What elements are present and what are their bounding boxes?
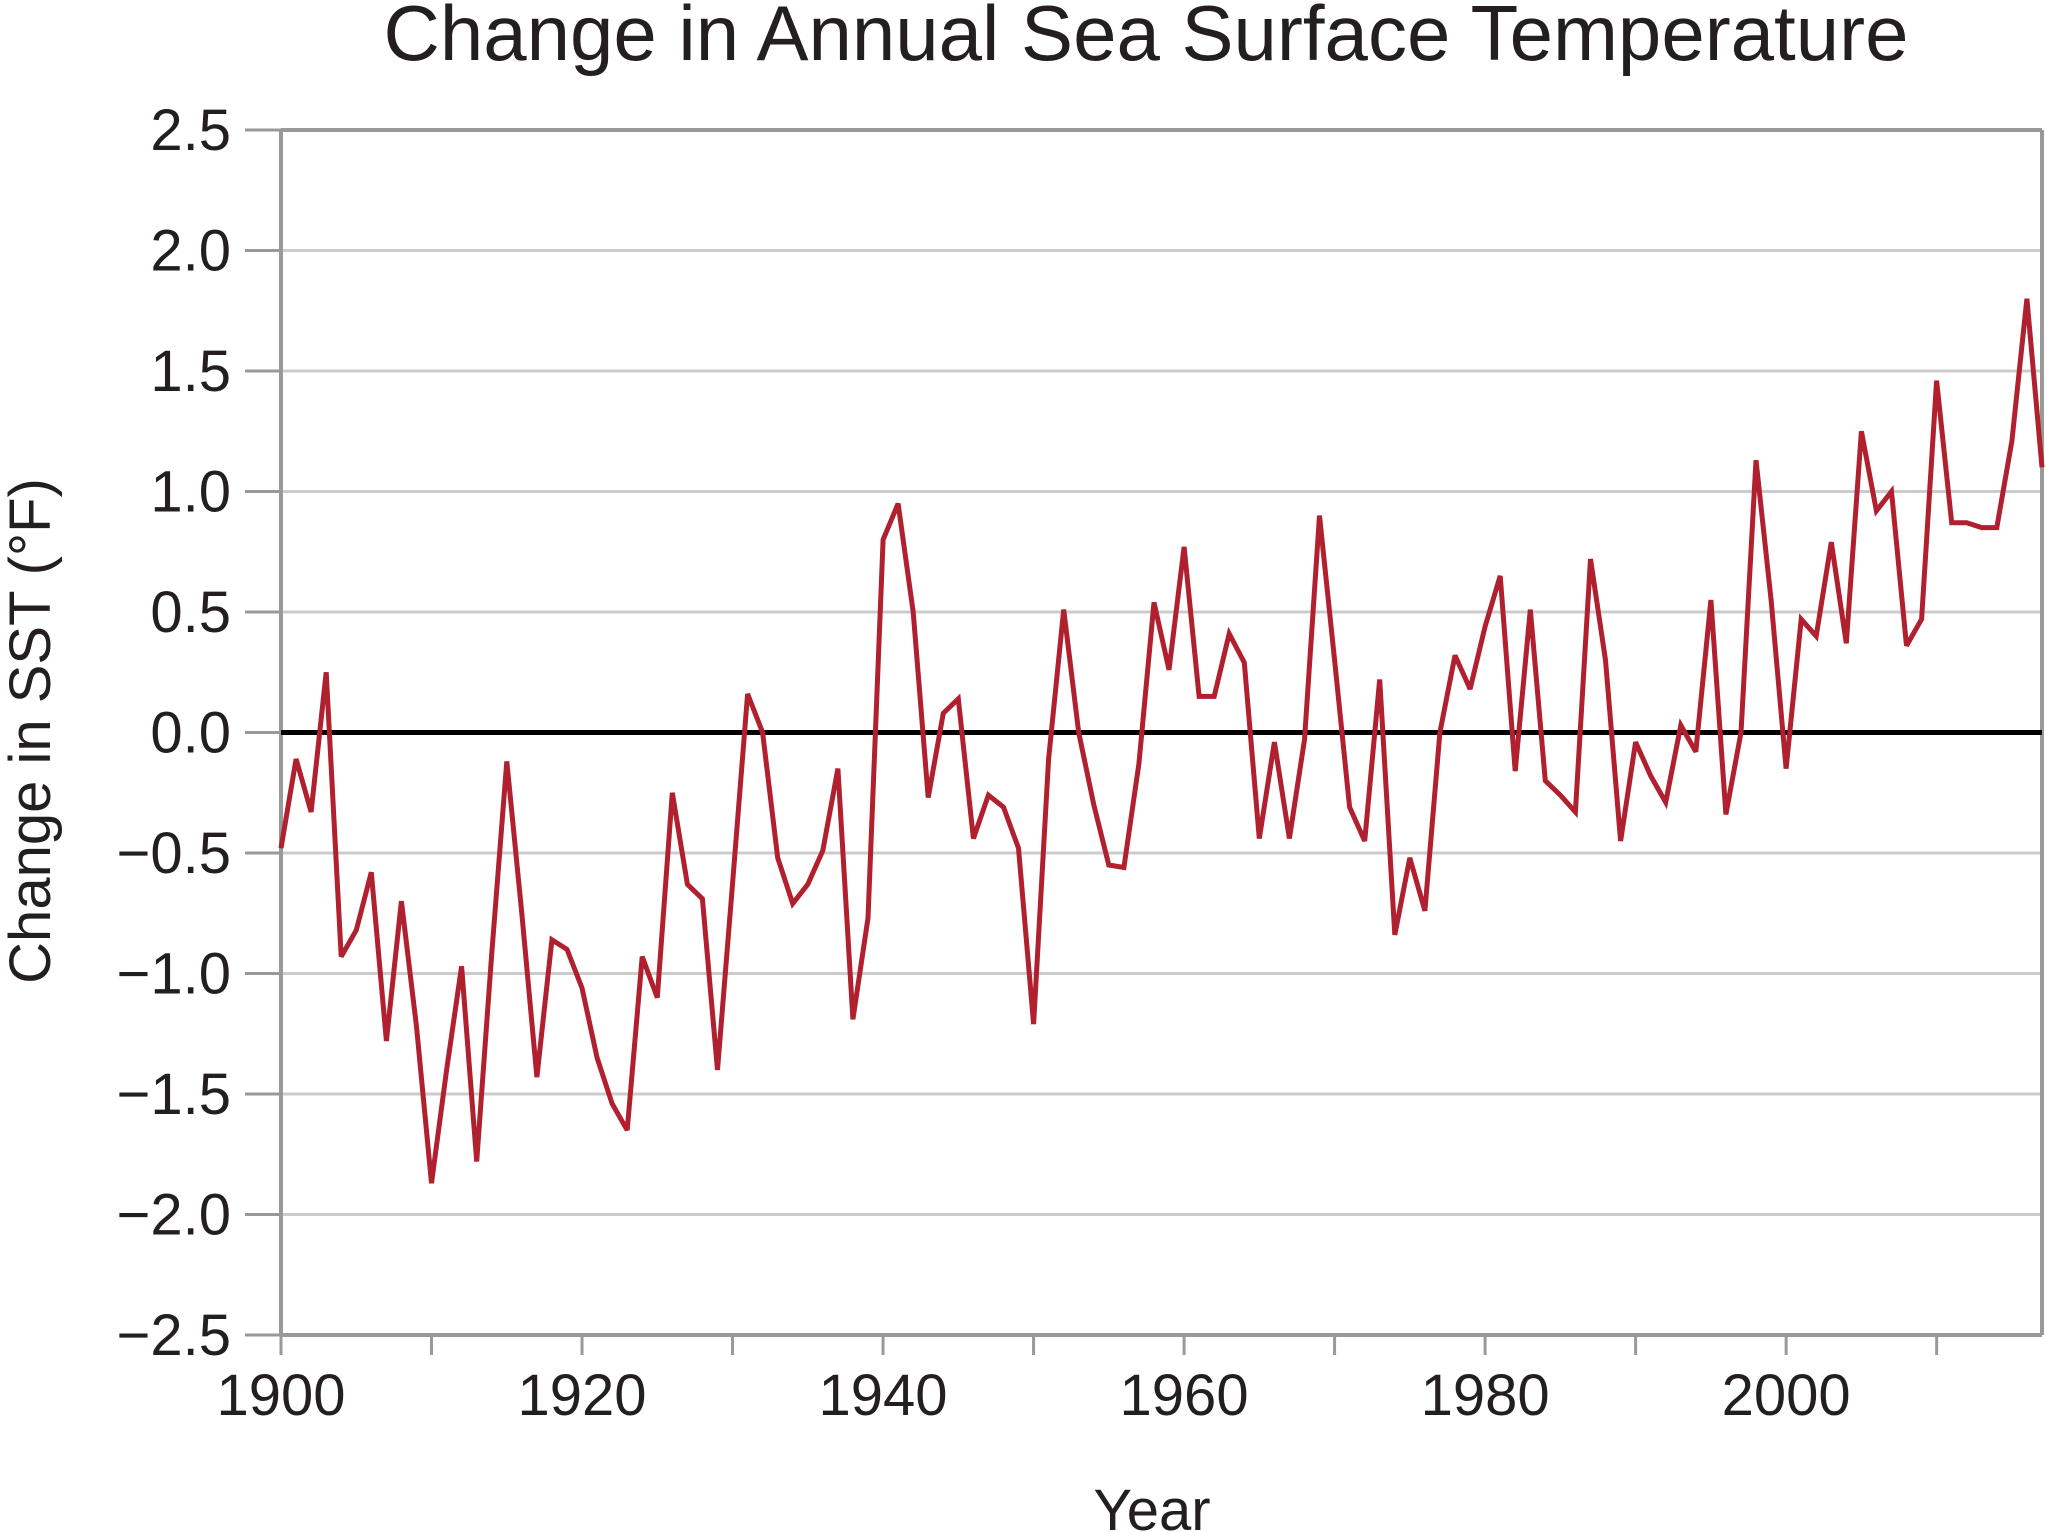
y-tick-label: 1.0 xyxy=(150,460,231,525)
x-tick-label: 1920 xyxy=(518,1363,647,1428)
sst-series-line xyxy=(278,298,2045,1184)
x-tick-label: 2000 xyxy=(1722,1363,1851,1428)
axes xyxy=(245,128,2044,1355)
y-tick-label: −2.0 xyxy=(117,1183,232,1248)
y-tick-label: −0.5 xyxy=(117,821,232,886)
y-tick-labels: 2.5 2.0 1.5 1.0 0.5 0.0 −0.5 −1.0 −1.5 −2.0 −2.5 xyxy=(117,98,232,1368)
x-tick-label: 1960 xyxy=(1120,1363,1249,1428)
x-tick-label: 1980 xyxy=(1421,1363,1550,1428)
y-tick-label: −2.5 xyxy=(117,1303,232,1368)
x-tick-label: 1940 xyxy=(819,1363,948,1428)
series-layer xyxy=(278,298,2045,1184)
y-tick-label: 0.5 xyxy=(150,580,231,645)
y-axis-label: Change in SST (°F) xyxy=(0,478,63,984)
y-tick-label: 1.5 xyxy=(150,339,231,404)
x-tick-labels: 1900 1920 1940 1960 1980 2000 xyxy=(216,1363,1850,1428)
x-tick-label: 1900 xyxy=(216,1363,345,1428)
y-tick-label: 2.0 xyxy=(150,219,231,284)
x-axis-label: Year xyxy=(1093,1478,1210,1532)
chart-title: Change in Annual Sea Surface Temperature xyxy=(384,0,1909,77)
y-tick-label: −1.0 xyxy=(117,942,232,1007)
y-tick-label: 2.5 xyxy=(150,98,231,163)
y-tick-label: 0.0 xyxy=(150,701,231,766)
y-tick-label: −1.5 xyxy=(117,1062,232,1127)
